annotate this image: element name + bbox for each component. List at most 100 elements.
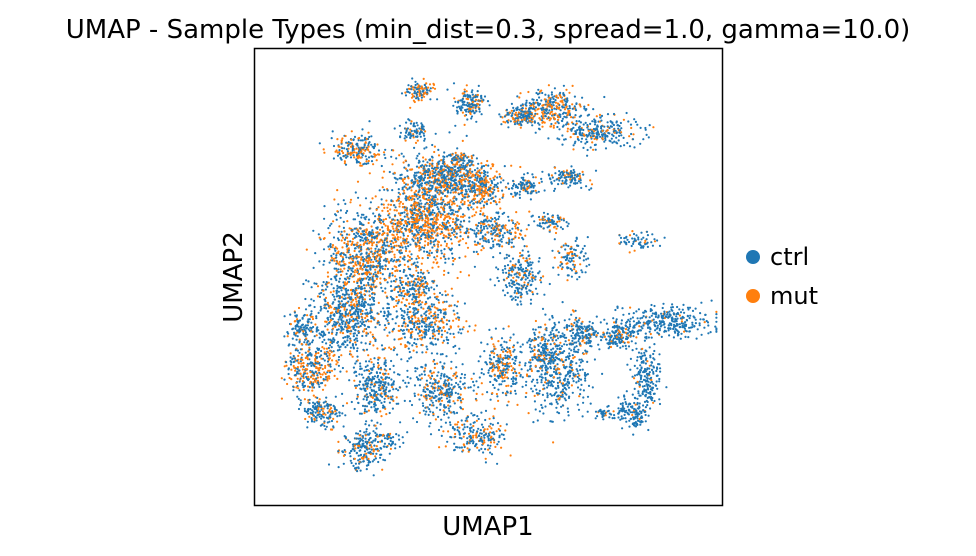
scatter-point-ctrl (436, 374, 439, 377)
scatter-point-ctrl (488, 374, 491, 377)
scatter-point-ctrl (404, 245, 407, 248)
scatter-point-ctrl (448, 421, 452, 424)
scatter-point-mut (492, 343, 495, 346)
scatter-point-mut (316, 295, 320, 298)
scatter-point-ctrl (486, 435, 489, 438)
scatter-point-ctrl (423, 246, 426, 249)
scatter-point-ctrl (371, 236, 374, 239)
scatter-point-ctrl (302, 375, 305, 378)
scatter-point-ctrl (289, 363, 293, 366)
scatter-point-mut (417, 328, 420, 331)
scatter-point-ctrl (458, 436, 461, 439)
scatter-point-mut (297, 354, 300, 357)
scatter-point-mut (342, 454, 346, 457)
scatter-point-mut (374, 250, 377, 253)
scatter-point-ctrl (352, 243, 356, 246)
scatter-point-mut (461, 139, 464, 142)
scatter-point-ctrl (406, 260, 409, 263)
scatter-point-ctrl (337, 318, 340, 321)
scatter-point-ctrl (423, 312, 426, 315)
scatter-point-ctrl (339, 286, 342, 290)
scatter-point-ctrl (468, 164, 471, 167)
scatter-point-ctrl (298, 389, 301, 392)
scatter-point-mut (346, 220, 349, 223)
scatter-point-ctrl (425, 146, 428, 149)
scatter-point-ctrl (506, 264, 510, 267)
scatter-point-mut (511, 346, 515, 349)
scatter-point-ctrl (335, 295, 338, 298)
scatter-point-ctrl (367, 401, 370, 405)
scatter-point-ctrl (425, 331, 428, 334)
scatter-point-mut (402, 189, 405, 192)
scatter-point-ctrl (338, 280, 341, 283)
scatter-point-mut (317, 411, 320, 414)
scatter-point-ctrl (372, 363, 375, 366)
scatter-point-mut (350, 353, 353, 356)
scatter-point-ctrl (328, 321, 331, 324)
scatter-point-ctrl (457, 331, 460, 334)
scatter-point-ctrl (362, 239, 365, 242)
scatter-point-mut (506, 376, 509, 379)
scatter-point-ctrl (440, 252, 443, 255)
scatter-point-ctrl (481, 440, 484, 443)
scatter-point-ctrl (413, 394, 416, 398)
scatter-point-ctrl (472, 380, 475, 383)
scatter-point-ctrl (424, 413, 427, 416)
scatter-point-ctrl (386, 302, 389, 305)
scatter-point-ctrl (436, 251, 439, 254)
scatter-point-ctrl (369, 307, 372, 310)
scatter-point-ctrl (360, 252, 363, 255)
scatter-point-ctrl (425, 345, 428, 348)
scatter-point-ctrl (439, 408, 442, 411)
scatter-point-ctrl (412, 417, 415, 420)
scatter-point-mut (404, 345, 407, 349)
scatter-point-ctrl (368, 444, 372, 447)
scatter-point-ctrl (373, 444, 376, 447)
scatter-point-ctrl (327, 463, 331, 466)
scatter-point-ctrl (531, 261, 534, 264)
scatter-point-ctrl (447, 416, 450, 419)
scatter-point-ctrl (391, 407, 394, 410)
scatter-point-ctrl (358, 301, 361, 304)
scatter-point-mut (450, 203, 453, 206)
scatter-point-mut (494, 347, 497, 350)
scatter-point-ctrl (294, 373, 297, 377)
scatter-point-mut (365, 314, 368, 317)
scatter-point-ctrl (362, 272, 365, 275)
scatter-point-mut (377, 241, 380, 244)
scatter-point-ctrl (420, 365, 423, 369)
scatter-point-mut (409, 168, 412, 171)
scatter-point-mut (450, 242, 453, 245)
scatter-point-ctrl (483, 350, 486, 353)
scatter-point-mut (360, 313, 363, 316)
scatter-point-ctrl (427, 187, 430, 190)
scatter-point-ctrl (364, 423, 367, 426)
scatter-point-mut (407, 265, 410, 268)
scatter-point-ctrl (367, 281, 370, 284)
scatter-point-ctrl (441, 333, 444, 336)
scatter-point-ctrl (342, 336, 345, 339)
scatter-point-ctrl (449, 224, 452, 227)
scatter-point-ctrl (503, 257, 506, 260)
scatter-point-ctrl (430, 352, 433, 355)
scatter-point-ctrl (437, 327, 440, 330)
scatter-point-mut (475, 419, 478, 422)
scatter-point-ctrl (315, 282, 318, 285)
scatter-point-ctrl (420, 314, 423, 317)
scatter-point-mut (336, 361, 339, 364)
scatter-point-ctrl (399, 269, 402, 273)
scatter-point-mut (440, 213, 443, 217)
scatter-point-mut (491, 392, 494, 395)
scatter-point-ctrl (392, 388, 395, 391)
scatter-point-ctrl (337, 364, 340, 367)
scatter-point-mut (436, 325, 439, 328)
scatter-point-ctrl (348, 441, 351, 444)
scatter-point-ctrl (397, 195, 400, 198)
scatter-point-ctrl (386, 244, 389, 247)
scatter-point-ctrl (369, 304, 372, 307)
scatter-point-ctrl (355, 452, 358, 455)
scatter-point-ctrl (304, 351, 307, 354)
scatter-point-mut (431, 337, 434, 340)
scatter-point-ctrl (454, 210, 457, 213)
